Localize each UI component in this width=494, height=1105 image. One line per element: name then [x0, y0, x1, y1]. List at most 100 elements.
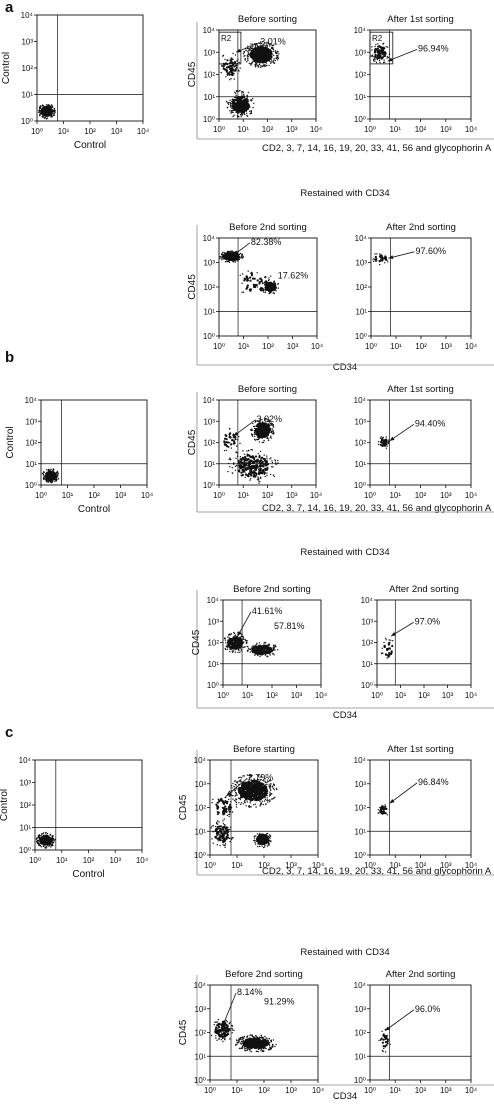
cell-event	[249, 63, 251, 65]
x-tick-label: 10⁴	[315, 691, 328, 700]
cell-event	[387, 643, 390, 646]
cell-event	[261, 647, 265, 650]
cell-event	[229, 253, 232, 256]
cell-event	[45, 837, 48, 840]
cell-event	[237, 90, 239, 92]
cell-event	[228, 458, 230, 460]
x-tick-label: 10²	[83, 856, 95, 865]
cell-event	[255, 650, 258, 653]
cell-event	[235, 92, 237, 95]
cell-event	[229, 59, 232, 62]
cell-event	[241, 291, 243, 293]
x-tick-label: 10⁰	[31, 127, 43, 136]
cell-event	[234, 651, 236, 653]
cell-event	[265, 288, 268, 291]
cell-event	[260, 65, 262, 67]
plot-pair-frame	[196, 590, 494, 709]
cell-event	[276, 59, 279, 61]
cell-event	[229, 99, 231, 102]
cell-event	[245, 49, 247, 51]
cell-event	[272, 652, 274, 655]
cell-event	[266, 457, 268, 459]
cell-event	[250, 62, 253, 64]
cell-event	[40, 113, 42, 115]
cell-event	[387, 261, 389, 263]
cell-event	[242, 803, 244, 805]
cell-event	[390, 652, 393, 656]
cell-event	[236, 788, 238, 790]
cell-event	[379, 263, 381, 266]
flow-plot: Before sorting10⁰10⁰10¹10¹10²10²10³10³10…	[187, 14, 323, 134]
x-tick-label: 10²	[262, 342, 274, 351]
cell-event	[251, 461, 254, 464]
cell-event	[239, 442, 241, 445]
cell-event	[251, 100, 253, 102]
cell-event	[243, 94, 245, 97]
cell-event	[233, 99, 235, 101]
cell-event	[264, 276, 267, 279]
cell-event	[50, 846, 52, 848]
cell-event	[238, 98, 241, 101]
cell-event	[387, 439, 390, 441]
cell-event	[228, 73, 231, 76]
cell-event	[267, 418, 269, 421]
x-tick-label: 10³	[440, 342, 452, 351]
cell-event	[259, 460, 262, 463]
cell-event	[275, 463, 278, 465]
cell-event	[268, 784, 270, 786]
cell-event	[51, 115, 53, 118]
y-tick-label: 10⁴	[203, 26, 216, 35]
cell-event	[262, 291, 265, 293]
cell-event	[270, 47, 273, 49]
cell-event	[268, 421, 271, 423]
cell-event	[240, 100, 243, 103]
cell-event	[228, 71, 231, 74]
cell-event	[270, 62, 272, 64]
cell-event	[239, 114, 242, 116]
y-tick-label: 10⁴	[207, 596, 220, 605]
percent-annotation: 57.81%	[274, 621, 305, 631]
cell-event	[256, 434, 259, 437]
cell-event	[256, 63, 258, 66]
cell-event	[251, 277, 255, 280]
cell-event	[240, 106, 243, 109]
cell-event	[48, 836, 51, 839]
plot-pair-frame	[196, 225, 494, 366]
cell-event	[246, 649, 249, 652]
cell-event	[229, 645, 231, 648]
cell-event	[260, 280, 263, 283]
cell-event	[57, 471, 59, 474]
y-tick-label: 10²	[203, 283, 215, 292]
cell-event	[246, 95, 249, 97]
cell-event	[257, 420, 259, 423]
y-tick-label: 10²	[354, 71, 366, 80]
cell-event	[268, 45, 271, 47]
cell-event	[254, 468, 258, 472]
cell-event	[243, 775, 245, 777]
cell-event	[43, 117, 46, 119]
cell-event	[272, 292, 274, 294]
y-tick-label: 10⁴	[354, 396, 367, 405]
cell-event	[51, 471, 54, 475]
cell-event	[247, 52, 250, 54]
cell-event	[229, 442, 231, 444]
cell-event	[239, 67, 241, 69]
cell-event	[266, 46, 268, 48]
y-tick-label: 10²	[194, 804, 206, 813]
cell-event	[252, 645, 255, 647]
cell-event	[237, 469, 239, 471]
cell-event	[45, 114, 48, 117]
cell-event	[224, 258, 226, 260]
cell-event	[235, 636, 237, 638]
cell-event	[231, 472, 233, 474]
y-axis-label: CD45	[187, 274, 198, 300]
cell-event	[264, 475, 266, 478]
cell-event	[45, 110, 48, 113]
flow-plot: After 1st sorting10⁰10⁰10¹10¹10²10²10³10…	[354, 384, 478, 500]
cell-event	[249, 276, 252, 279]
y-tick-label: 10⁰	[354, 481, 366, 490]
x-tick-label: 10⁴	[465, 342, 478, 351]
x-axis-label: Control	[72, 869, 104, 880]
cell-event	[46, 117, 48, 119]
cell-event	[376, 54, 379, 57]
